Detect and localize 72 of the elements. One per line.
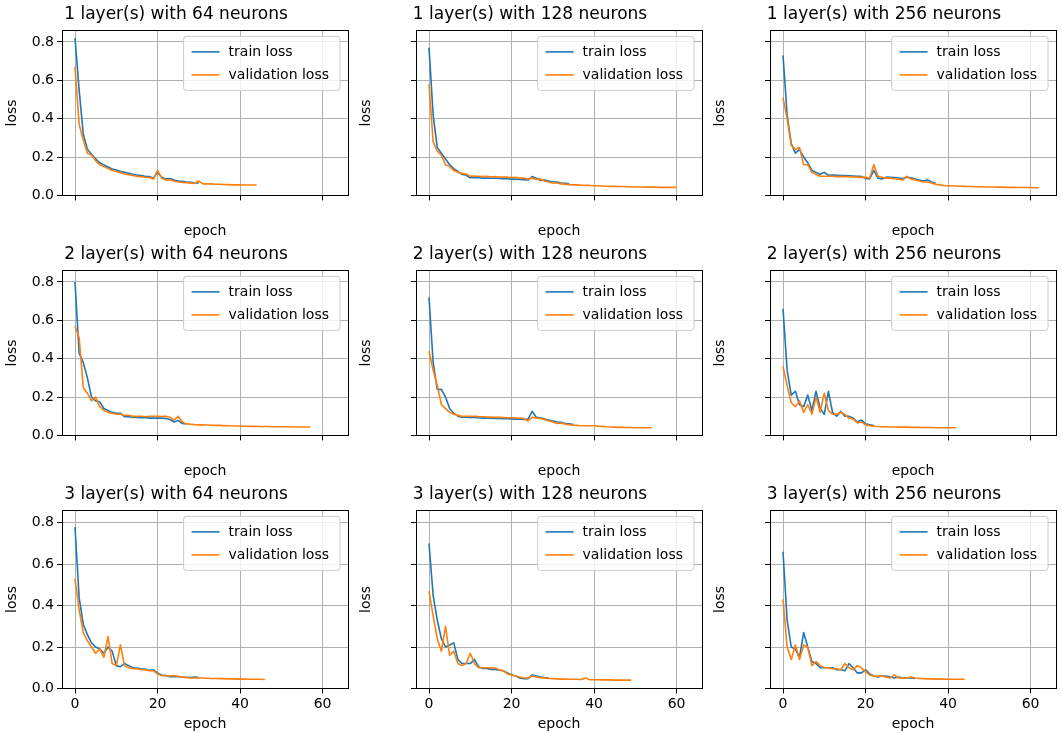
x-axis-title: epoch [183,715,227,732]
legend-label: validation loss [936,305,1037,322]
x-axis-title: epoch [891,462,935,479]
legend-label: train loss [582,282,647,299]
y-tick-label: 0.4 [31,109,55,126]
x-tick-label: 20 [502,695,521,712]
y-axis-title: loss [357,99,374,127]
y-axis-title: loss [357,585,374,613]
y-axis-title: loss [357,339,374,367]
legend-label: validation loss [936,65,1037,82]
legend-label: validation loss [228,65,329,82]
x-axis-title: epoch [537,222,581,239]
chart-title: 2 layer(s) with 256 neurons [766,242,1002,263]
legend-label: validation loss [936,545,1037,562]
x-axis-title: epoch [891,222,935,239]
x-tick-label: 40 [231,695,249,712]
x-axis-title: epoch [537,462,581,479]
y-axis-title: loss [711,339,728,367]
x-tick-label: 40 [585,695,603,712]
chart-title: 1 layer(s) with 256 neurons [766,2,1002,23]
legend-label: validation loss [582,65,683,82]
legend-label: validation loss [582,545,683,562]
legend-label: train loss [936,522,1001,539]
y-axis-title: loss [3,585,20,613]
legend-label: train loss [582,42,647,59]
chart-title: 3 layer(s) with 64 neurons [64,482,288,503]
x-tick-label: 20 [856,695,875,712]
y-axis-title: loss [711,99,728,127]
x-tick-label: 0 [424,695,434,712]
legend-label: validation loss [228,545,329,562]
legend-label: train loss [582,522,647,539]
chart-title: 3 layer(s) with 128 neurons [412,482,648,503]
legend-label: validation loss [228,305,329,322]
chart-title: 1 layer(s) with 128 neurons [412,2,648,23]
y-tick-label: 0.8 [31,272,54,289]
y-tick-label: 0.0 [31,186,54,203]
x-axis-title: epoch [891,715,935,732]
chart-title: 2 layer(s) with 128 neurons [412,242,648,263]
y-tick-label: 0.6 [31,554,55,571]
y-tick-label: 0.8 [31,513,54,530]
y-tick-label: 0.6 [31,70,55,87]
legend-label: train loss [228,282,293,299]
chart-title: 3 layer(s) with 256 neurons [766,482,1002,503]
x-tick-label: 60 [667,695,686,712]
x-tick-label: 0 [70,695,80,712]
y-tick-label: 0.6 [31,310,55,327]
y-axis-title: loss [3,339,20,367]
x-tick-label: 60 [1021,695,1040,712]
y-tick-label: 0.2 [31,637,54,654]
legend-label: train loss [228,522,293,539]
y-tick-label: 0.2 [31,147,54,164]
x-tick-label: 40 [939,695,957,712]
legend-label: train loss [228,42,293,59]
y-axis-title: loss [3,99,20,127]
chart-title: 2 layer(s) with 64 neurons [64,242,288,263]
x-tick-label: 20 [148,695,167,712]
y-tick-label: 0.0 [31,426,54,443]
y-tick-label: 0.2 [31,387,54,404]
x-tick-label: 60 [313,695,332,712]
legend-label: train loss [936,282,1001,299]
chart-title: 1 layer(s) with 64 neurons [64,2,288,23]
y-tick-label: 0.8 [31,32,54,49]
y-tick-label: 0.4 [31,596,55,613]
x-axis-title: epoch [537,715,581,732]
y-tick-label: 0.0 [31,679,54,696]
legend-label: train loss [936,42,1001,59]
y-tick-label: 0.4 [31,349,55,366]
y-axis-title: loss [711,585,728,613]
x-axis-title: epoch [183,462,227,479]
x-axis-title: epoch [183,222,227,239]
legend-label: validation loss [582,305,683,322]
x-tick-label: 0 [778,695,788,712]
